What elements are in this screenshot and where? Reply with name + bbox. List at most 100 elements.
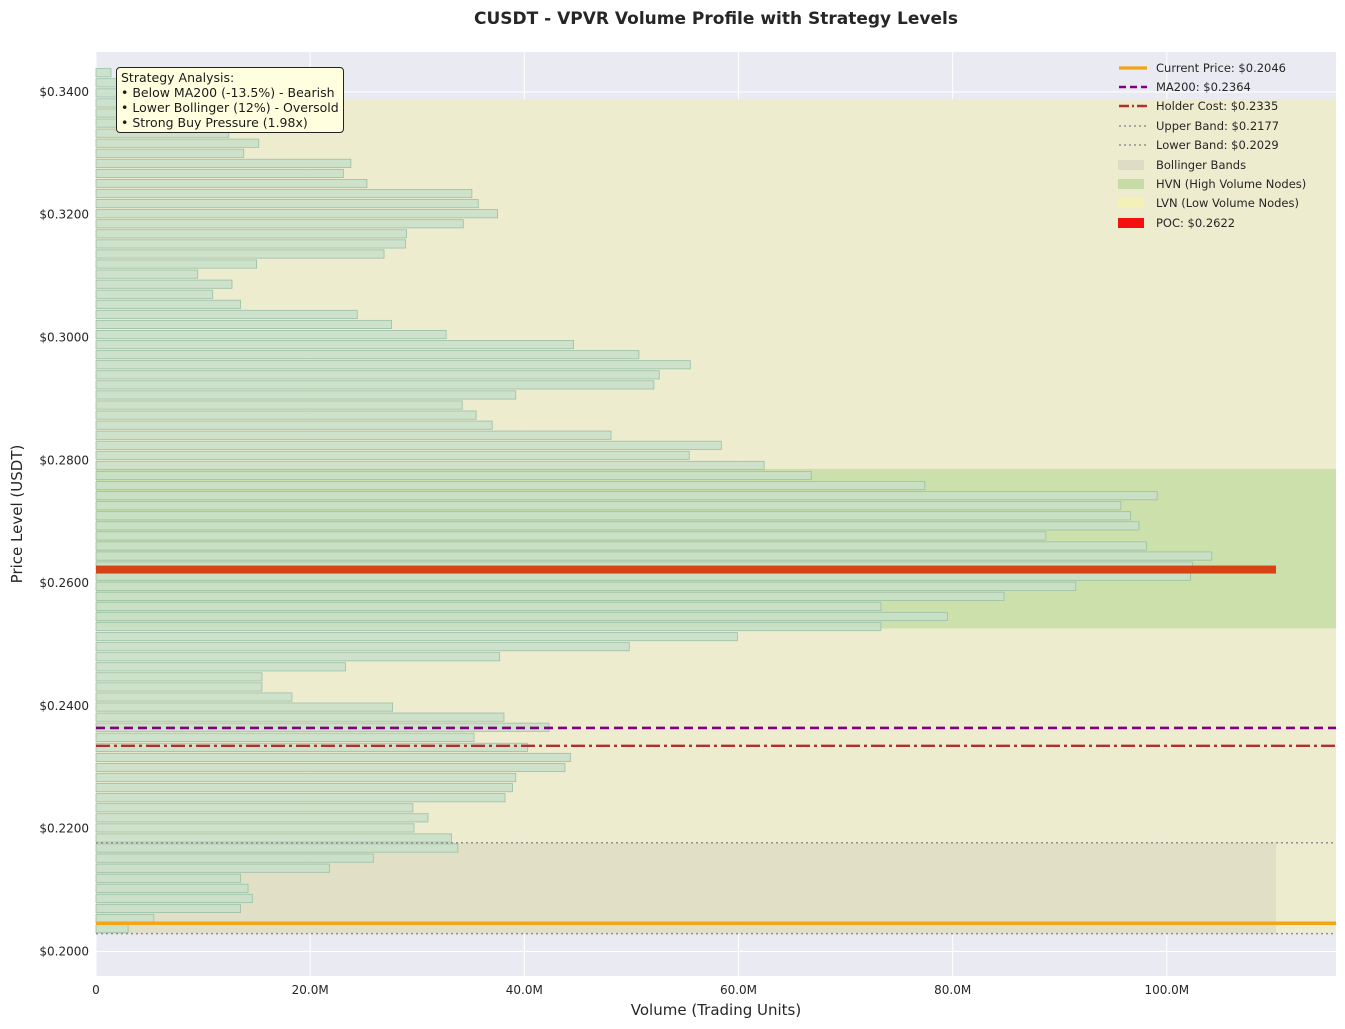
volume-bar (95, 783, 513, 793)
volume-bar (95, 209, 498, 219)
volume-bar (95, 581, 1077, 591)
volume-bar (95, 189, 473, 199)
legend-label: LVN (Low Volume Nodes) (1156, 196, 1299, 211)
volume-bar (95, 138, 260, 148)
volume-bar (95, 350, 640, 360)
volume-bar (95, 632, 738, 642)
volume-bar (95, 420, 493, 430)
x-tick-label: 100.0M (1144, 983, 1189, 997)
legend-item: Upper Band: $0.2177 (1118, 116, 1330, 135)
legend-swatch (1118, 179, 1144, 190)
volume-bar (95, 662, 346, 672)
legend-item: Holder Cost: $0.2335 (1118, 97, 1330, 116)
volume-bar (95, 914, 155, 924)
volume-bar (95, 178, 368, 189)
legend-item: POC: $0.2622 (1118, 213, 1330, 232)
legend-swatch (1118, 217, 1144, 228)
legend-swatch (1118, 138, 1148, 152)
y-tick-label: $0.2200 (39, 822, 89, 836)
volume-bar (95, 652, 501, 662)
volume-bar (95, 491, 1158, 501)
legend-swatch (1118, 159, 1144, 170)
chart-title: CUSDT - VPVR Volume Profile with Strateg… (474, 9, 958, 29)
legend-item: MA200: $0.2364 (1118, 77, 1330, 96)
legend-swatch (1118, 198, 1144, 209)
volume-bar (95, 903, 241, 913)
volume-bar (95, 702, 394, 712)
volume-bar (95, 511, 1131, 521)
volume-bar (95, 883, 249, 893)
volume-bar (95, 430, 612, 440)
volume-bar (95, 752, 571, 762)
volume-bars (95, 68, 1213, 934)
volume-bar (95, 158, 352, 168)
volume-bar (95, 793, 506, 803)
y-axis-label: Price Level (USDT) (8, 445, 26, 584)
volume-bar (95, 692, 293, 702)
legend-label: MA200: $0.2364 (1156, 80, 1251, 95)
volume-bar (95, 712, 505, 722)
volume-bar (95, 360, 691, 370)
volume-bar (95, 229, 407, 239)
volume-bar (95, 279, 233, 289)
legend-swatch (1118, 99, 1148, 113)
volume-bar (95, 249, 385, 259)
volume-bar (95, 873, 241, 883)
volume-bar (95, 813, 429, 823)
legend-item: Lower Band: $0.2029 (1118, 136, 1330, 155)
volume-bar (95, 460, 765, 470)
x-tick-label: 60.0M (720, 983, 757, 997)
legend-item: Current Price: $0.2046 (1118, 58, 1330, 77)
y-tick-label: $0.2600 (39, 576, 89, 590)
annotation-line-1: Strategy Analysis: (121, 70, 235, 85)
x-axis-label: Volume (Trading Units) (631, 1001, 801, 1019)
volume-bar (95, 168, 344, 178)
legend-label: Holder Cost: $0.2335 (1156, 99, 1279, 114)
legend-swatch (1118, 61, 1148, 75)
volume-bar (95, 732, 475, 742)
y-tick-label: $0.3200 (39, 208, 89, 222)
annotation-line-4: • Strong Buy Pressure (1.98x) (121, 115, 308, 130)
volume-bar (95, 551, 1213, 561)
level-lines (96, 565, 1336, 935)
legend-label: POC: $0.2622 (1156, 215, 1236, 230)
volume-bar (95, 893, 253, 903)
volume-bar (95, 470, 812, 481)
legend-label: Upper Band: $0.2177 (1156, 118, 1280, 133)
volume-bar (95, 239, 406, 249)
x-tick-label: 40.0M (506, 983, 543, 997)
volume-bar (95, 541, 1147, 551)
volume-bar (95, 380, 655, 390)
volume-bar (95, 531, 1047, 541)
y-tick-label: $0.3000 (39, 330, 89, 344)
volume-bar (95, 148, 245, 158)
legend-item: HVN (High Volume Nodes) (1118, 174, 1330, 193)
volume-bar (95, 440, 722, 450)
volume-bar (95, 219, 464, 229)
x-tick-label: 80.0M (934, 983, 971, 997)
volume-bar (95, 642, 630, 652)
volume-bar (95, 330, 447, 340)
legend-label: Bollinger Bands (1156, 157, 1247, 172)
volume-bar (95, 68, 112, 78)
y-tick-label: $0.2000 (39, 944, 89, 958)
volume-bar (95, 863, 330, 873)
volume-bar (95, 611, 948, 621)
volume-bar (95, 601, 882, 611)
legend-item: LVN (Low Volume Nodes) (1118, 194, 1330, 213)
volume-bar (95, 762, 566, 773)
legend-label: Current Price: $0.2046 (1156, 60, 1286, 75)
volume-bar (95, 622, 882, 632)
volume-bar (95, 309, 358, 319)
volume-bar (95, 299, 241, 309)
volume-bar (95, 269, 199, 279)
legend-label: Lower Band: $0.2029 (1156, 138, 1279, 153)
volume-bar (95, 803, 414, 813)
x-tick-label: 0 (92, 983, 100, 997)
y-tick-label: $0.2400 (39, 699, 89, 713)
volume-bar (95, 924, 129, 934)
legend-label: HVN (High Volume Nodes) (1156, 177, 1307, 192)
volume-bar (95, 501, 1122, 511)
volume-bar (95, 672, 263, 682)
